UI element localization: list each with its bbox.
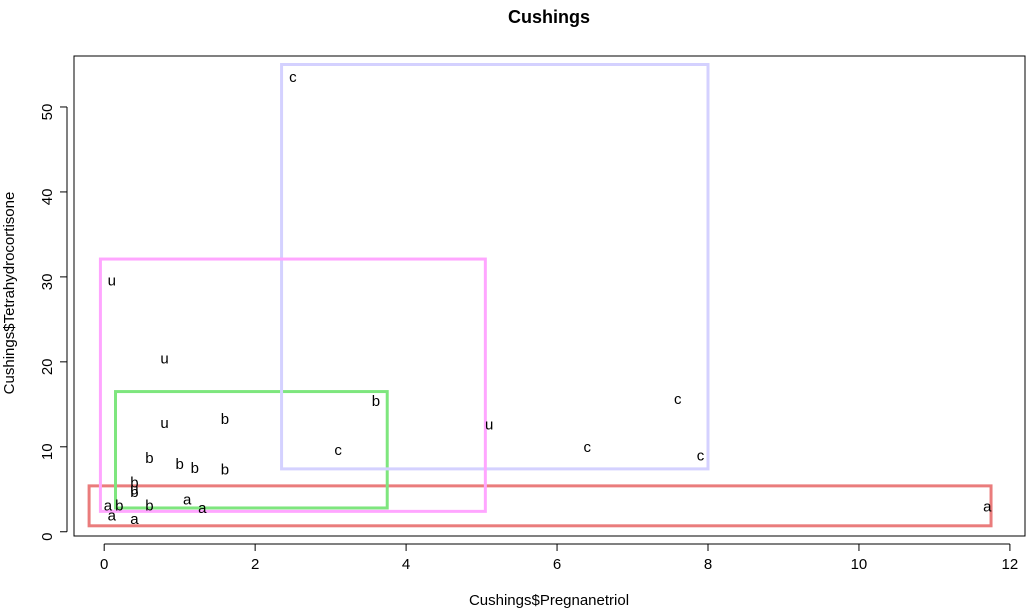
x-tick-label: 8	[704, 556, 712, 573]
point-label-b: b	[145, 450, 153, 467]
point-label-b: b	[130, 474, 138, 491]
point-label-b: b	[130, 484, 138, 501]
x-tick-label: 4	[402, 556, 410, 573]
point-label-b: b	[191, 460, 199, 477]
y-axis-label: Cushings$Tetrahydrocortisone	[1, 192, 18, 395]
point-label-u: u	[160, 350, 168, 367]
point-label-u: u	[130, 481, 138, 498]
y-tick-label: 40	[39, 189, 56, 206]
x-tick-label: 0	[100, 556, 108, 573]
point-label-b: b	[221, 462, 229, 479]
point-label-u: u	[485, 417, 493, 434]
y-tick-label: 20	[39, 358, 56, 375]
point-label-u: u	[160, 415, 168, 432]
group-box-b	[114, 390, 389, 510]
point-label-a: a	[983, 498, 992, 515]
point-label-b: b	[145, 497, 153, 514]
point-label-b: b	[115, 497, 123, 514]
x-tick-label: 2	[251, 556, 259, 573]
point-label-b: b	[221, 411, 229, 428]
point-label-c: c	[289, 69, 297, 86]
point-label-c: c	[697, 447, 705, 464]
point-label-b: b	[372, 393, 380, 410]
point-label-a: a	[104, 497, 113, 514]
point-label-c: c	[674, 391, 682, 408]
x-tick-label: 10	[851, 556, 868, 573]
point-label-a: a	[198, 500, 207, 517]
point-label-a: a	[130, 511, 139, 528]
x-axis-label: Cushings$Pregnanetriol	[469, 592, 629, 609]
y-axis: 0 10 20 30 40 50	[39, 104, 68, 541]
x-tick-label: 6	[553, 556, 561, 573]
point-label-u: u	[108, 272, 116, 289]
group-box-c	[280, 62, 710, 471]
point-label-c: c	[583, 439, 591, 456]
y-tick-label: 0	[39, 533, 56, 541]
y-tick-label: 50	[39, 104, 56, 121]
group-box-u	[98, 257, 487, 513]
point-label-a: a	[108, 508, 117, 525]
y-tick-label: 10	[39, 443, 56, 460]
point-label-a: a	[183, 491, 192, 508]
point-label-c: c	[334, 442, 342, 459]
group-boxes	[87, 62, 993, 528]
group-box-a	[87, 484, 993, 528]
point-label-b: b	[175, 456, 183, 473]
x-tick-label: 12	[1002, 556, 1019, 573]
x-axis: 0 2 4 6 8 10 12	[100, 543, 1019, 573]
y-tick-label: 30	[39, 274, 56, 291]
chart-title: Cushings	[508, 7, 590, 27]
plot-frame	[73, 55, 1026, 537]
